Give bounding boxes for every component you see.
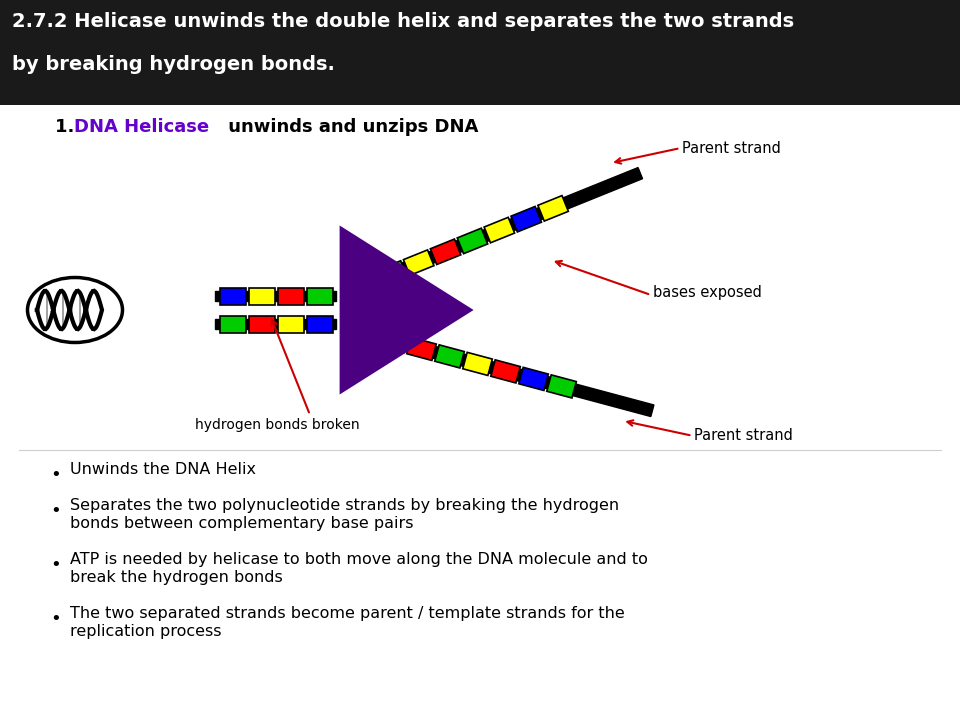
Text: •: • [50, 466, 60, 484]
Polygon shape [457, 228, 488, 253]
Text: •: • [50, 556, 60, 574]
Text: ATP is needed by helicase to both move along the DNA molecule and to: ATP is needed by helicase to both move a… [70, 552, 648, 567]
Text: Separates the two polynucleotide strands by breaking the hydrogen: Separates the two polynucleotide strands… [70, 498, 619, 513]
Text: Parent strand: Parent strand [683, 140, 781, 156]
Polygon shape [249, 287, 275, 305]
Text: bonds between complementary base pairs: bonds between complementary base pairs [70, 516, 414, 531]
Text: 2.7.2 Helicase unwinds the double helix and separates the two strands: 2.7.2 Helicase unwinds the double helix … [12, 12, 794, 31]
Polygon shape [349, 271, 380, 297]
Polygon shape [407, 337, 436, 361]
Polygon shape [220, 315, 246, 333]
Text: Parent strand: Parent strand [694, 428, 793, 444]
Polygon shape [538, 196, 568, 221]
Polygon shape [511, 207, 541, 232]
Polygon shape [350, 323, 380, 346]
Polygon shape [484, 217, 515, 243]
Polygon shape [215, 319, 336, 329]
Text: •: • [50, 502, 60, 520]
Polygon shape [379, 330, 408, 353]
Text: unwinds and unzips DNA: unwinds and unzips DNA [222, 118, 478, 136]
Polygon shape [220, 287, 246, 305]
Text: replication process: replication process [70, 624, 222, 639]
Text: bases exposed: bases exposed [653, 286, 762, 300]
Polygon shape [278, 287, 304, 305]
Text: break the hydrogen bonds: break the hydrogen bonds [70, 570, 283, 585]
Text: The two separated strands become parent / template strands for the: The two separated strands become parent … [70, 606, 625, 621]
Polygon shape [376, 261, 407, 287]
Polygon shape [403, 250, 434, 276]
Polygon shape [278, 315, 304, 333]
Text: 1.: 1. [55, 118, 81, 136]
Polygon shape [349, 324, 654, 417]
Polygon shape [463, 352, 492, 376]
Polygon shape [307, 287, 333, 305]
Polygon shape [435, 345, 465, 368]
Text: hydrogen bonds broken: hydrogen bonds broken [195, 418, 360, 432]
Polygon shape [341, 228, 471, 392]
Text: DNA Helicase: DNA Helicase [74, 118, 209, 136]
Text: •: • [50, 610, 60, 628]
Polygon shape [547, 375, 576, 398]
Polygon shape [518, 367, 548, 390]
Text: by breaking hydrogen bonds.: by breaking hydrogen bonds. [12, 55, 335, 74]
Polygon shape [491, 360, 520, 383]
Polygon shape [249, 315, 275, 333]
Polygon shape [307, 315, 333, 333]
Bar [0, 0, 960, 105]
Polygon shape [215, 291, 336, 301]
Polygon shape [430, 239, 461, 264]
Text: Unwinds the DNA Helix: Unwinds the DNA Helix [70, 462, 256, 477]
Polygon shape [348, 168, 642, 296]
